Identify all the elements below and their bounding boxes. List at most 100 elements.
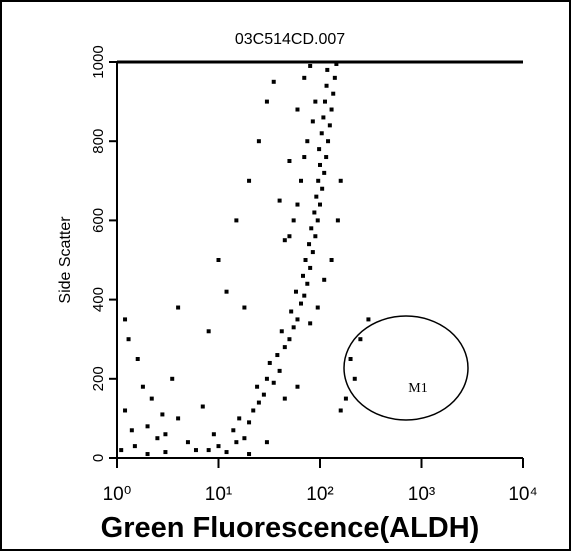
point [291, 218, 296, 223]
point [275, 353, 280, 358]
point [123, 408, 128, 413]
x-tick-label: 10¹ [205, 484, 232, 505]
x-tick-label: 10³ [408, 484, 435, 505]
point [216, 444, 221, 449]
point [261, 392, 266, 397]
point [140, 384, 145, 389]
point [302, 155, 307, 160]
point [332, 75, 337, 80]
point [216, 258, 221, 262]
point [264, 99, 269, 104]
point [200, 404, 205, 409]
point [251, 408, 256, 413]
point [126, 337, 131, 342]
point [145, 424, 150, 429]
point [315, 305, 320, 310]
point [299, 178, 304, 183]
point [242, 436, 247, 441]
point [287, 159, 292, 163]
point [271, 79, 276, 84]
point [338, 408, 343, 413]
point [325, 67, 330, 72]
point [256, 400, 261, 405]
point [302, 75, 307, 80]
point [319, 131, 324, 136]
point [334, 61, 339, 66]
point [307, 242, 312, 247]
point [302, 293, 307, 298]
point [310, 119, 315, 124]
point [322, 99, 327, 104]
point [308, 63, 313, 68]
point [224, 450, 229, 455]
point [329, 258, 334, 262]
point [160, 412, 165, 417]
point [129, 428, 134, 433]
point [282, 238, 287, 243]
point [255, 384, 260, 389]
point [348, 357, 353, 361]
y-tick-label: 800 [90, 129, 107, 154]
point [335, 218, 340, 223]
y-tick-label: 200 [90, 366, 107, 391]
point [315, 218, 320, 223]
gate [343, 315, 469, 421]
x-tick-label: 10² [306, 484, 333, 505]
point [247, 178, 252, 183]
gate-label: M1 [408, 381, 427, 396]
point [193, 448, 198, 453]
point [282, 396, 287, 401]
point [308, 265, 313, 270]
point [320, 186, 325, 191]
point [305, 281, 310, 286]
point [123, 317, 128, 322]
point [314, 194, 319, 199]
point [206, 329, 211, 334]
point [358, 337, 363, 342]
y-tick-label: 400 [90, 287, 107, 312]
point [329, 107, 334, 112]
point [264, 440, 269, 445]
point [211, 432, 216, 437]
point [242, 305, 247, 310]
point [299, 301, 304, 306]
point [303, 258, 308, 262]
chart-title: 03C514CD.007 [235, 31, 345, 48]
x-tick-label: 10⁴ [508, 484, 537, 505]
point [231, 428, 236, 433]
point [135, 357, 140, 361]
point [326, 139, 331, 144]
y-tick-label: 600 [90, 208, 107, 233]
point [321, 115, 326, 120]
point [309, 226, 314, 231]
point [308, 321, 313, 326]
point [256, 139, 261, 144]
point [234, 440, 239, 445]
point [293, 289, 298, 294]
point [279, 329, 284, 334]
point [119, 448, 124, 453]
point [324, 155, 329, 160]
point [366, 317, 371, 322]
point [322, 170, 327, 175]
point [247, 420, 252, 425]
point [312, 210, 317, 215]
point [338, 178, 343, 183]
point [287, 337, 292, 342]
point [287, 234, 292, 239]
point [267, 360, 272, 365]
point [316, 178, 321, 183]
point [277, 198, 282, 203]
point [310, 250, 315, 255]
point [318, 162, 322, 167]
point [185, 440, 190, 445]
point [155, 436, 160, 441]
point [149, 396, 154, 401]
y-tick-label: 1000 [90, 45, 107, 78]
point [224, 289, 229, 294]
point [352, 376, 357, 381]
point [163, 432, 168, 437]
point [317, 147, 322, 152]
point [318, 202, 322, 207]
point [313, 234, 318, 239]
